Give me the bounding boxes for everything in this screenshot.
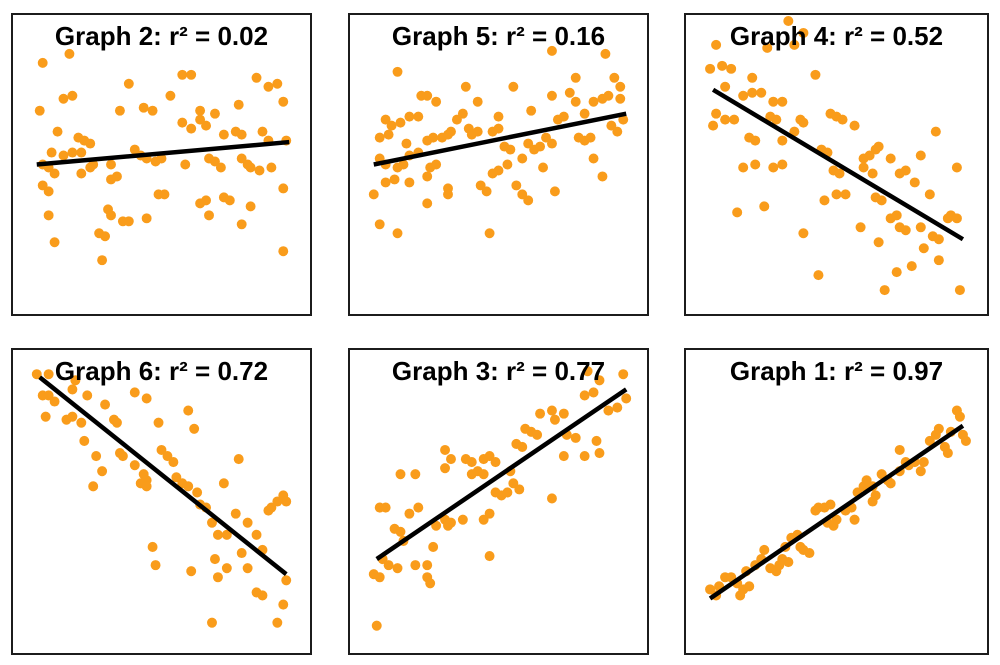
panel-graph-5: Graph 5: r² = 0.16	[348, 13, 649, 316]
scatter-plot-graph-2	[34, 48, 292, 266]
panel-graph-3: Graph 3: r² = 0.77	[348, 348, 649, 655]
scatter-plot-graph-4	[705, 15, 965, 296]
scatter-plot-graph-3	[368, 366, 632, 631]
scatter-plot-graph-1	[705, 405, 971, 601]
panel-graph-6: Graph 6: r² = 0.72	[11, 348, 312, 655]
panel-graph-1: Graph 1: r² = 0.97	[684, 348, 989, 655]
panel-graph-2: Graph 2: r² = 0.02	[11, 13, 312, 316]
scatter-plot-graph-6	[31, 369, 292, 628]
panel-graph-4: Graph 4: r² = 0.52	[684, 13, 989, 316]
scatter-plot-graph-5	[368, 45, 629, 239]
